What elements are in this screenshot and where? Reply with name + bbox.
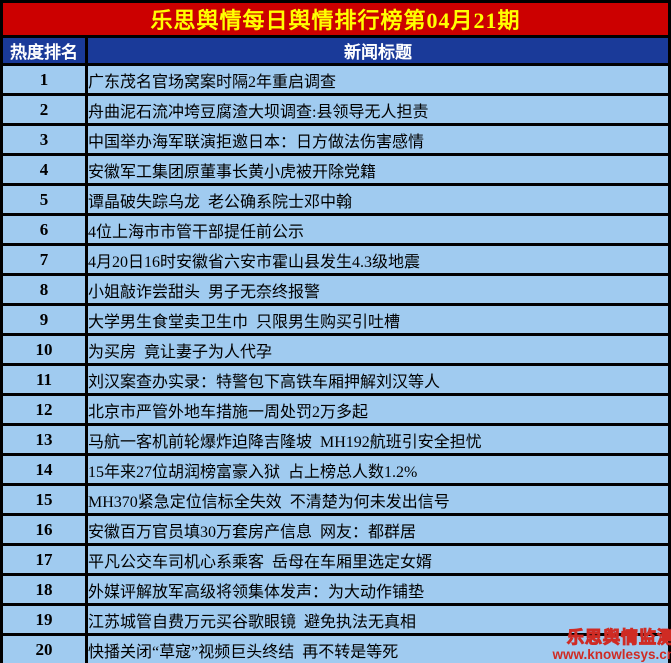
rank-cell: 6 xyxy=(0,213,88,246)
table-row: 10 为买房 竟让妻子为人代孕 xyxy=(0,333,671,366)
table-row: 9 大学男生食堂卖卫生巾 只限男生购买引吐槽 xyxy=(0,303,671,336)
rank-cell: 1 xyxy=(0,63,88,96)
rank-cell: 10 xyxy=(0,333,88,366)
rank-cell: 19 xyxy=(0,603,88,636)
table-row: 12 北京市严管外地车措施一周处罚2万多起 xyxy=(0,393,671,426)
headline-cell: 广东茂名官场窝案时隔2年重启调查 xyxy=(85,63,671,96)
rank-cell: 14 xyxy=(0,453,88,486)
headline-cell: 为买房 竟让妻子为人代孕 xyxy=(85,333,671,366)
table-row: 8 小姐敲诈尝甜头 男子无奈终报警 xyxy=(0,273,671,306)
rank-cell: 7 xyxy=(0,243,88,276)
headline-cell: 安徽军工集团原董事长黄小虎被开除党籍 xyxy=(85,153,671,186)
headline-cell: 平凡公交车司机心系乘客 岳母在车厢里选定女婿 xyxy=(85,543,671,576)
headline-cell: 快播关闭“草寇”视频巨头终结 再不转是等死 xyxy=(85,633,671,663)
table-row: 11 刘汉案查办实录：特警包下高铁车厢押解刘汉等人 xyxy=(0,363,671,396)
column-header-row: 热度排名 新闻标题 xyxy=(0,35,671,66)
table-row: 14 15年来27位胡润榜富豪入狱 占上榜总人数1.2% xyxy=(0,453,671,486)
rank-cell: 11 xyxy=(0,363,88,396)
headline-cell: 马航一客机前轮爆炸迫降吉隆坡 MH192航班引安全担忧 xyxy=(85,423,671,456)
rank-cell: 3 xyxy=(0,123,88,156)
col-header-headline: 新闻标题 xyxy=(85,35,671,66)
rank-cell: 13 xyxy=(0,423,88,456)
headline-cell: 安徽百万官员填30万套房产信息 网友：都群居 xyxy=(85,513,671,546)
page-title: 乐思舆情每日舆情排行榜第04月21期 xyxy=(0,0,671,38)
headline-cell: 15年来27位胡润榜富豪入狱 占上榜总人数1.2% xyxy=(85,453,671,486)
headline-cell: 4位上海市市管干部提任前公示 xyxy=(85,213,671,246)
rank-cell: 5 xyxy=(0,183,88,216)
headline-cell: 外媒评解放军高级将领集体发声：为大动作铺垫 xyxy=(85,573,671,606)
headline-cell: 北京市严管外地车措施一周处罚2万多起 xyxy=(85,393,671,426)
col-header-rank: 热度排名 xyxy=(0,35,88,66)
rank-cell: 17 xyxy=(0,543,88,576)
table-row: 4 安徽军工集团原董事长黄小虎被开除党籍 xyxy=(0,153,671,186)
rank-cell: 9 xyxy=(0,303,88,336)
rank-cell: 16 xyxy=(0,513,88,546)
rank-cell: 12 xyxy=(0,393,88,426)
rank-cell: 2 xyxy=(0,93,88,126)
rank-cell: 18 xyxy=(0,573,88,606)
table-row: 2 舟曲泥石流冲垮豆腐渣大坝调查:县领导无人担责 xyxy=(0,93,671,126)
rank-cell: 20 xyxy=(0,633,88,663)
table-row: 3 中国举办海军联演拒邀日本：日方做法伤害感情 xyxy=(0,123,671,156)
table-row: 1 广东茂名官场窝案时隔2年重启调查 xyxy=(0,63,671,96)
rank-cell: 8 xyxy=(0,273,88,306)
table-row: 18 外媒评解放军高级将领集体发声：为大动作铺垫 xyxy=(0,573,671,606)
table-row: 20 快播关闭“草寇”视频巨头终结 再不转是等死 xyxy=(0,633,671,663)
table-row: 17 平凡公交车司机心系乘客 岳母在车厢里选定女婿 xyxy=(0,543,671,576)
headline-cell: 谭晶破失踪乌龙 老公确系院士邓中翰 xyxy=(85,183,671,216)
headline-cell: 中国举办海军联演拒邀日本：日方做法伤害感情 xyxy=(85,123,671,156)
table-row: 6 4位上海市市管干部提任前公示 xyxy=(0,213,671,246)
headline-cell: 江苏城管自费万元买谷歌眼镜 避免执法无真相 xyxy=(85,603,671,636)
table-row: 16 安徽百万官员填30万套房产信息 网友：都群居 xyxy=(0,513,671,546)
table-row: 5 谭晶破失踪乌龙 老公确系院士邓中翰 xyxy=(0,183,671,216)
table-row: 19 江苏城管自费万元买谷歌眼镜 避免执法无真相 xyxy=(0,603,671,636)
table-row: 15 MH370紧急定位信标全失效 不清楚为何未发出信号 xyxy=(0,483,671,516)
headline-cell: 4月20日16时安徽省六安市霍山县发生4.3级地震 xyxy=(85,243,671,276)
headline-cell: 小姐敲诈尝甜头 男子无奈终报警 xyxy=(85,273,671,306)
headline-cell: 大学男生食堂卖卫生巾 只限男生购买引吐槽 xyxy=(85,303,671,336)
table-row: 7 4月20日16时安徽省六安市霍山县发生4.3级地震 xyxy=(0,243,671,276)
headline-cell: MH370紧急定位信标全失效 不清楚为何未发出信号 xyxy=(85,483,671,516)
rank-cell: 4 xyxy=(0,153,88,186)
headline-cell: 舟曲泥石流冲垮豆腐渣大坝调查:县领导无人担责 xyxy=(85,93,671,126)
table-row: 13 马航一客机前轮爆炸迫降吉隆坡 MH192航班引安全担忧 xyxy=(0,423,671,456)
rank-cell: 15 xyxy=(0,483,88,516)
title-bar: 乐思舆情每日舆情排行榜第04月21期 xyxy=(0,0,671,38)
headline-cell: 刘汉案查办实录：特警包下高铁车厢押解刘汉等人 xyxy=(85,363,671,396)
